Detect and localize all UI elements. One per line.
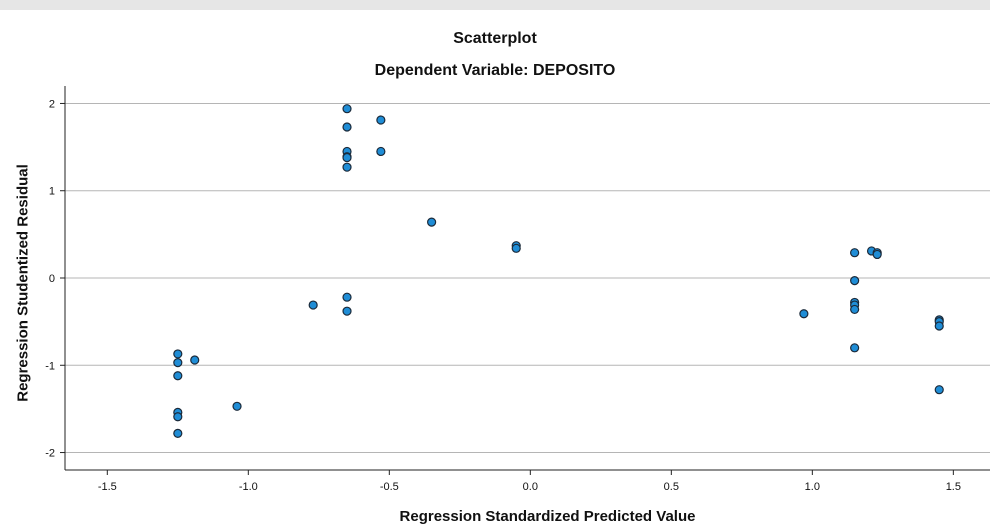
scatter-point (308, 300, 318, 310)
scatter-point (934, 385, 944, 395)
scatter-point (850, 304, 860, 315)
scatter-point (173, 349, 183, 359)
scatter-point (342, 306, 352, 316)
x-tick-label: 1.0 (805, 481, 820, 493)
chart-subtitle: Dependent Variable: DEPOSITO (374, 62, 616, 79)
chart-title: Scatterplot (453, 30, 537, 47)
x-tick-label: 0.0 (523, 481, 538, 493)
scatter-point (850, 276, 860, 286)
x-tick-label: -1.5 (98, 481, 117, 493)
scatter-point (342, 104, 352, 114)
scatter-point (872, 249, 882, 260)
y-tick-label: -2 (45, 448, 55, 460)
tick-layer: -2 -1 0 1 2 -1.5 -1.0 -0.5 0.0 0.5 1.0 1.5 (45, 98, 961, 493)
scatter-point (173, 371, 183, 381)
scatter-point (190, 355, 200, 365)
scatter-point (342, 152, 352, 163)
top-toolbar-strip (0, 0, 990, 10)
scatter-point (173, 412, 183, 422)
scatter-point (850, 248, 860, 258)
scatter-point (342, 162, 352, 172)
scatter-point (934, 321, 944, 331)
scatter-point (511, 243, 521, 253)
scatter-point (173, 358, 183, 368)
scatter-point (173, 428, 183, 438)
y-tick-label: 0 (49, 273, 55, 285)
x-axis-label: Regression Standardized Predicted Value (400, 508, 696, 525)
scatter-point (376, 115, 386, 125)
x-tick-label: -0.5 (380, 481, 399, 493)
point-layer (173, 104, 944, 438)
x-tick-label: 1.5 (946, 481, 961, 493)
scatter-point (376, 146, 386, 157)
x-tick-label: 0.5 (664, 481, 679, 493)
scatter-point (850, 343, 860, 353)
y-tick-label: 2 (49, 98, 55, 110)
scatter-point (342, 122, 352, 132)
scatter-point (232, 401, 242, 411)
x-tick-label: -1.0 (239, 481, 258, 493)
grid-layer (65, 102, 990, 454)
y-tick-label: 1 (49, 186, 55, 198)
y-axis-label: Regression Studentized Residual (14, 164, 31, 402)
scatter-point (342, 292, 352, 302)
scatter-point (799, 309, 809, 319)
scatter-point (427, 217, 437, 227)
y-tick-label: -1 (45, 360, 55, 372)
